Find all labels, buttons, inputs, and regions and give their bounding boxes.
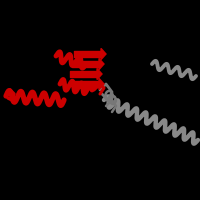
Polygon shape	[99, 78, 104, 90]
Polygon shape	[101, 48, 106, 60]
Polygon shape	[97, 68, 102, 80]
Polygon shape	[99, 58, 104, 70]
